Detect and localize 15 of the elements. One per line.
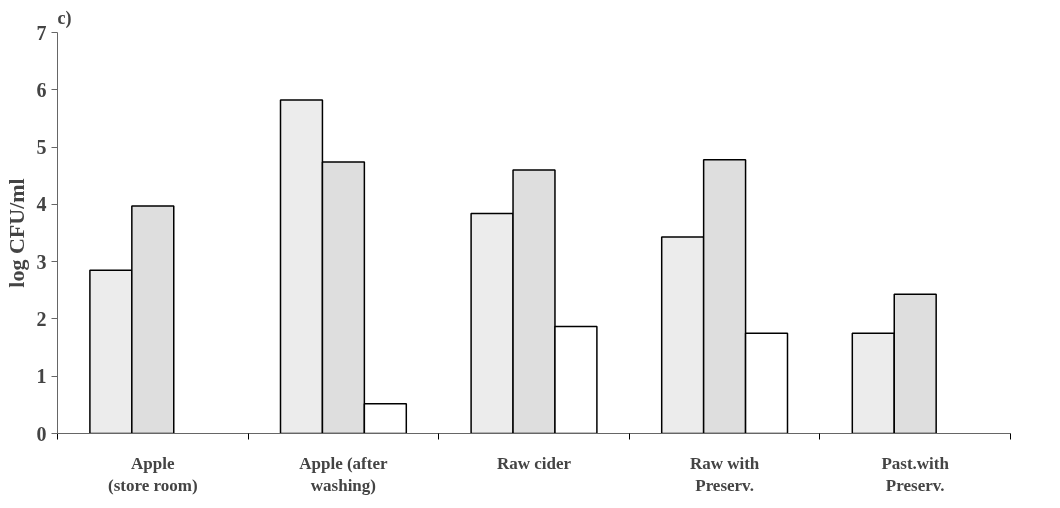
y-tick-label: 7 [36,21,47,44]
y-tick-label: 0 [36,422,47,445]
x-tick-label: Past.with Preserv. [881,453,950,496]
y-tick-label: 6 [36,78,47,101]
y-tick-label: 5 [36,136,47,159]
chart-title: c) [57,7,72,29]
y-axis-title: log CFU/ml [3,178,29,288]
x-tick-label: Apple (store room) [108,453,198,496]
x-tick-label: Apple (after washing) [299,453,388,496]
y-tick-label: 2 [36,307,47,330]
y-tick-label: 1 [36,365,47,388]
x-tick-label: Raw with Preserv. [689,453,760,496]
y-tick-label: 4 [36,193,47,216]
x-tick-label: Raw cider [496,453,572,473]
y-tick-label: 3 [36,250,47,273]
